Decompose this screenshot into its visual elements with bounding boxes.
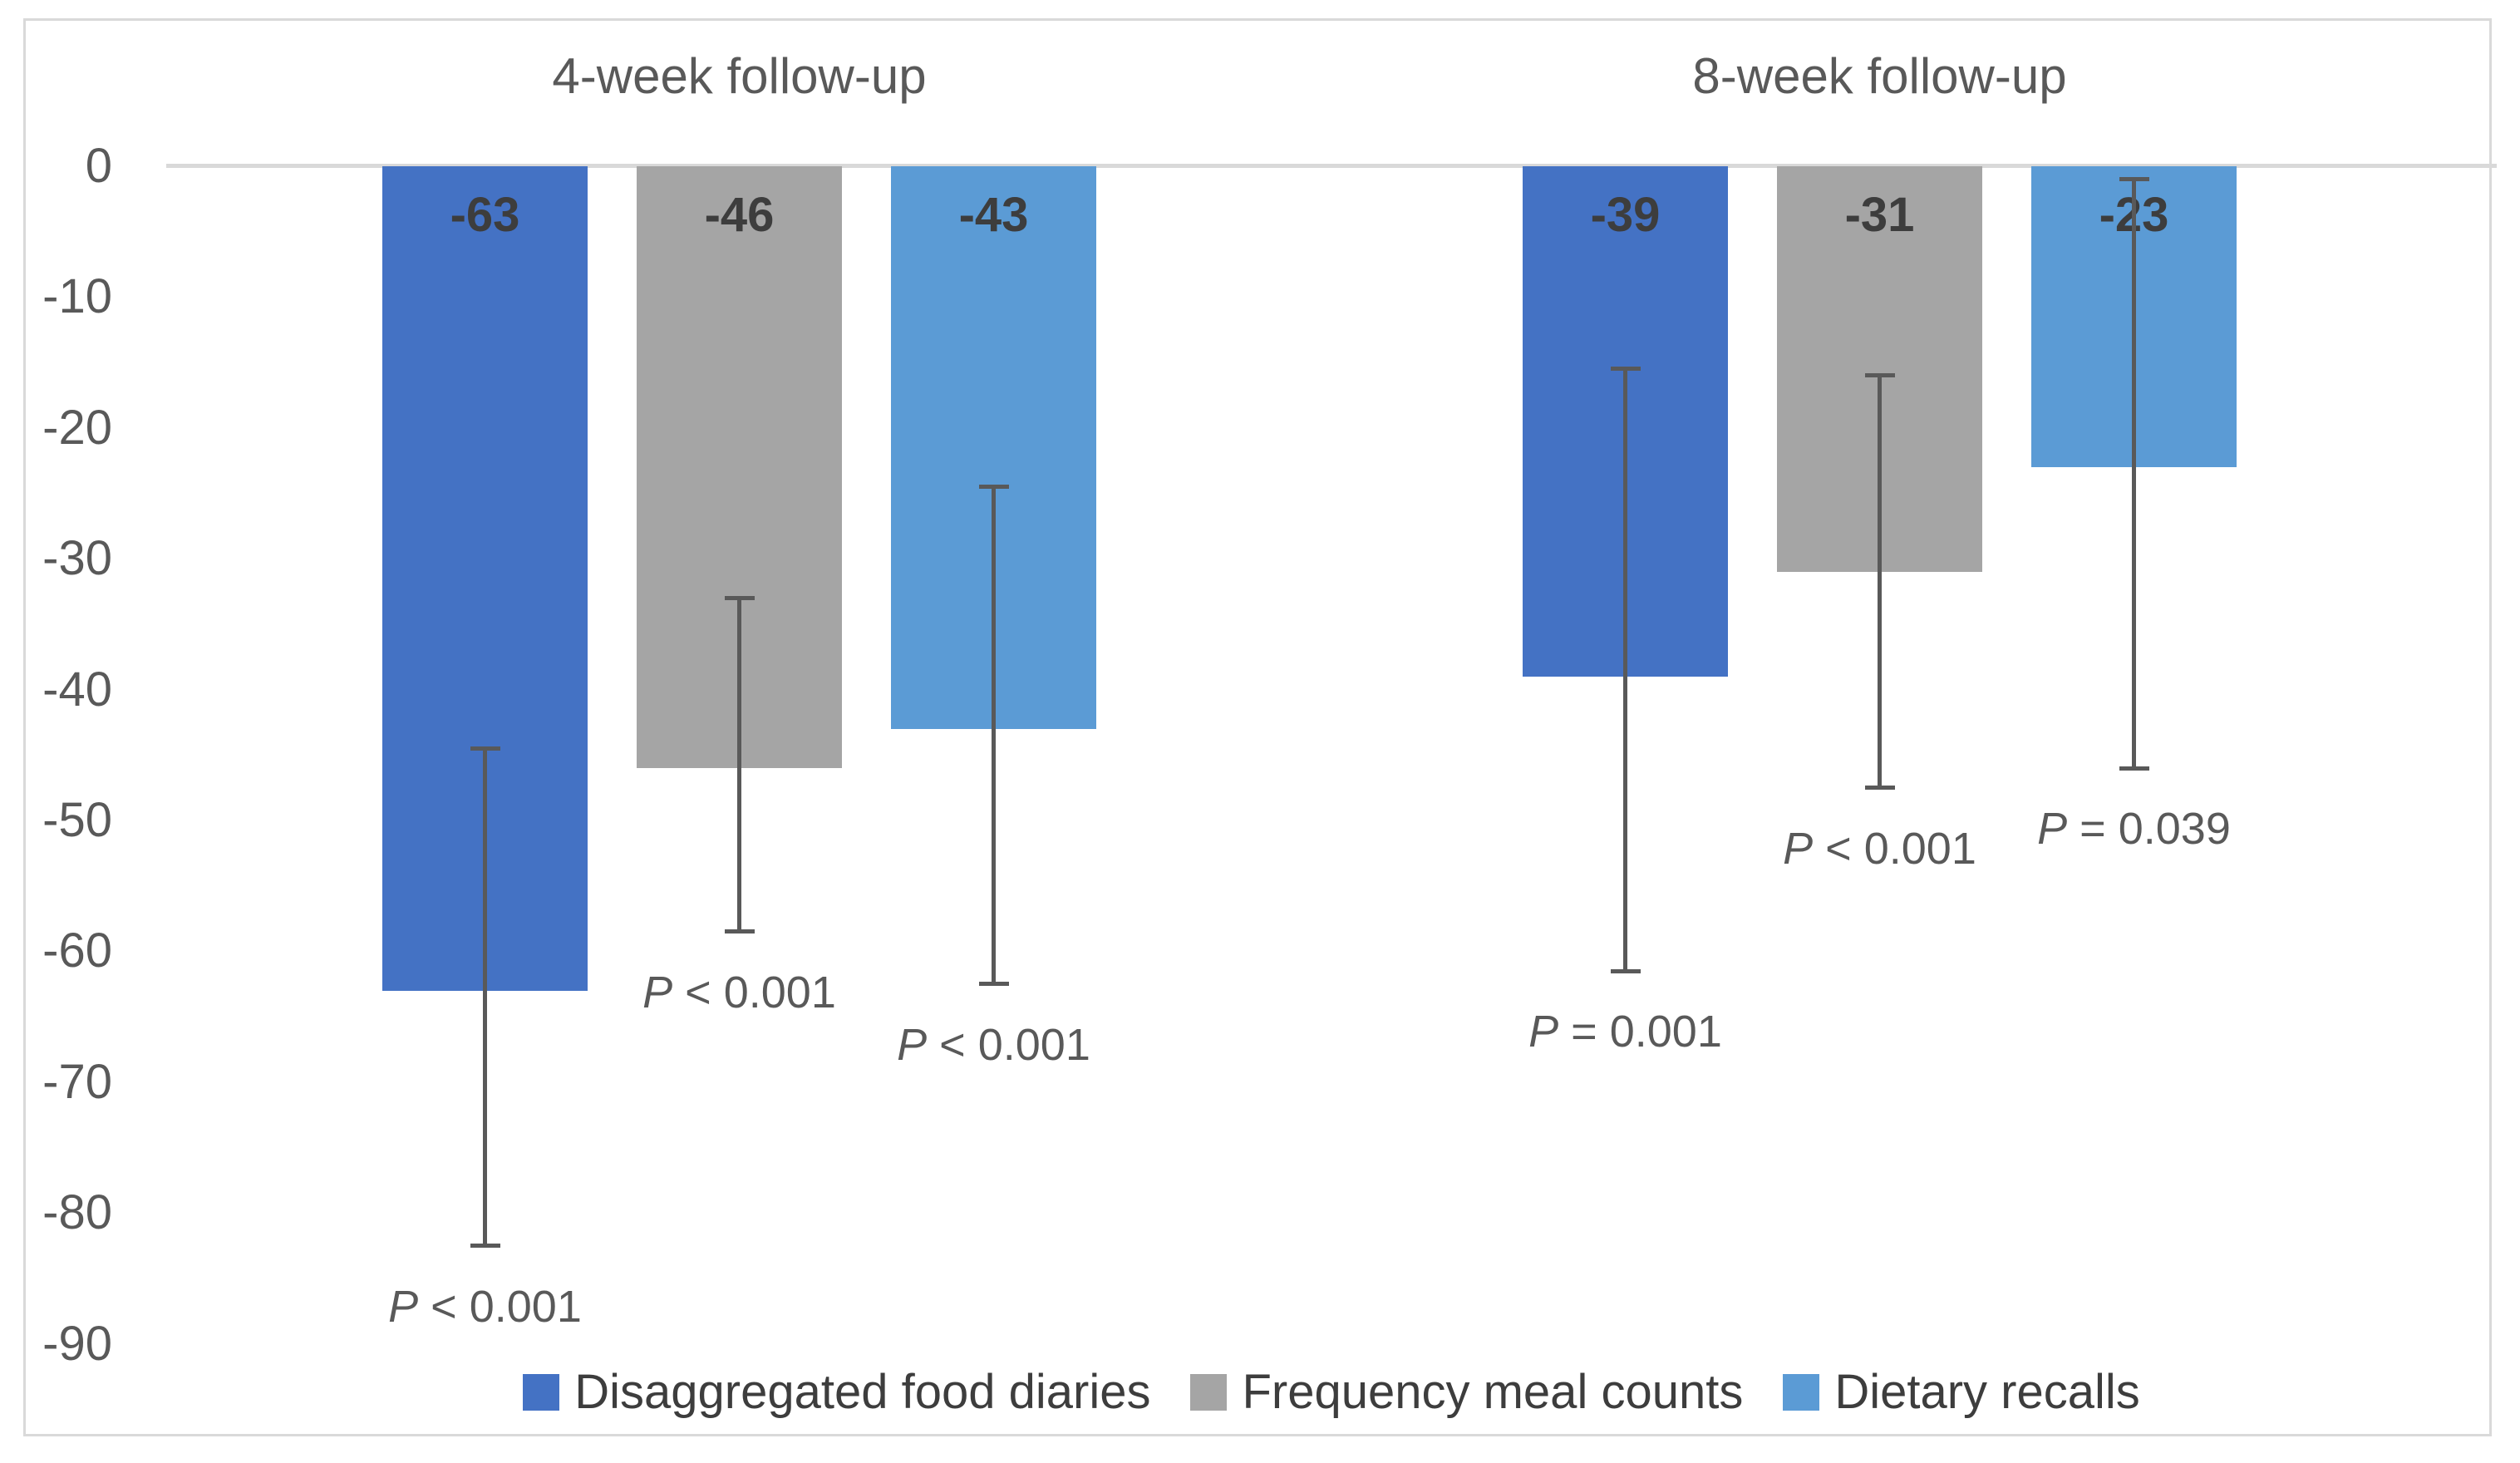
error-bar-cap-bottom [724, 929, 755, 934]
error-bar-cap-top [1864, 373, 1895, 378]
bar-value-label: -39 [1590, 188, 1661, 242]
p-value-italic-p: P [897, 1019, 928, 1070]
y-axis-tick-label: -50 [42, 793, 112, 847]
p-value-label: P = 0.039 [2037, 804, 2231, 855]
error-bar-line [992, 486, 996, 984]
p-value-label: P < 0.001 [388, 1281, 582, 1332]
error-bar-line [737, 598, 741, 932]
y-axis-tick-label: -30 [42, 531, 112, 586]
error-bar-cap-bottom [1610, 968, 1641, 973]
zero-gridline [166, 164, 2497, 168]
y-axis-tick-label: -20 [42, 400, 112, 455]
error-bar-line [1878, 375, 1882, 788]
p-value-italic-p: P [642, 967, 673, 1017]
p-value-label: P < 0.001 [897, 1019, 1090, 1070]
y-axis-tick-label: 0 [85, 139, 112, 193]
p-value-italic-p: P [1528, 1007, 1559, 1057]
p-value-italic-p: P [1783, 823, 1814, 874]
group-title: 8-week follow-up [1692, 48, 2067, 104]
error-bar-cap-bottom [2119, 766, 2149, 771]
y-axis-tick-label: -80 [42, 1185, 112, 1240]
y-axis-tick-label: -10 [42, 269, 112, 324]
legend-swatch-icon [1190, 1374, 1228, 1411]
bar-value-label: -31 [1844, 188, 1915, 242]
error-bar-cap-bottom [1864, 786, 1895, 791]
group-title: 4-week follow-up [552, 48, 927, 104]
error-bar-line [1623, 368, 1627, 971]
p-value-label: P < 0.001 [642, 967, 836, 1017]
bar-value-label: -43 [958, 188, 1029, 242]
y-axis-tick-label: -70 [42, 1054, 112, 1109]
error-bar-cap-top [1610, 367, 1641, 372]
error-bar-cap-top [724, 595, 755, 600]
legend-swatch-icon [523, 1374, 560, 1411]
bar-value-label: -63 [450, 188, 520, 242]
legend-label: Frequency meal counts [1242, 1365, 1744, 1419]
error-bar-line [483, 748, 487, 1246]
legend-label: Dietary recalls [1834, 1365, 2140, 1419]
error-bar-cap-top [978, 485, 1009, 490]
error-bar-line [2132, 179, 2136, 769]
legend-item: Frequency meal counts [1190, 1368, 1743, 1416]
p-value-italic-p: P [2037, 804, 2068, 855]
p-value-label: P < 0.001 [1783, 823, 1976, 874]
bar-value-label: -46 [704, 188, 775, 242]
y-axis-tick-label: -40 [42, 662, 112, 717]
legend-label: Disaggregated food diaries [574, 1365, 1151, 1419]
legend-swatch-icon [1783, 1374, 1820, 1411]
error-bar-cap-bottom [978, 982, 1009, 987]
y-axis-tick-label: -60 [42, 924, 112, 978]
p-value-italic-p: P [388, 1281, 419, 1332]
error-bar-cap-bottom [470, 1244, 500, 1249]
legend-item: Disaggregated food diaries [523, 1368, 1150, 1416]
legend-item: Dietary recalls [1783, 1365, 2140, 1419]
legend: Disaggregated food diaries Frequency meal… [166, 1368, 2497, 1416]
p-value-label: P = 0.001 [1528, 1007, 1722, 1057]
y-axis-tick-label: -90 [42, 1316, 112, 1371]
error-bar-cap-top [2119, 177, 2149, 182]
error-bar-cap-top [470, 746, 500, 751]
